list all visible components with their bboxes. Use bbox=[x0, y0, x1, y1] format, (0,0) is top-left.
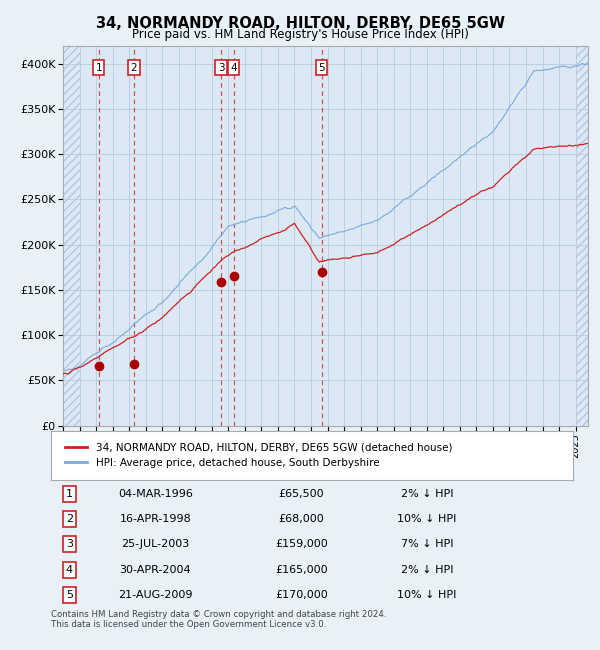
Text: 2: 2 bbox=[131, 62, 137, 73]
Text: 34, NORMANDY ROAD, HILTON, DERBY, DE65 5GW: 34, NORMANDY ROAD, HILTON, DERBY, DE65 5… bbox=[95, 16, 505, 31]
Text: 2: 2 bbox=[66, 514, 73, 524]
Bar bbox=[575, 46, 588, 426]
Text: 21-AUG-2009: 21-AUG-2009 bbox=[118, 590, 193, 600]
Text: £159,000: £159,000 bbox=[275, 540, 328, 549]
Text: 4: 4 bbox=[230, 62, 237, 73]
Text: 25-JUL-2003: 25-JUL-2003 bbox=[121, 540, 190, 549]
Text: 10% ↓ HPI: 10% ↓ HPI bbox=[397, 590, 457, 600]
Text: £165,000: £165,000 bbox=[275, 565, 328, 575]
Text: 3: 3 bbox=[66, 540, 73, 549]
Text: 10% ↓ HPI: 10% ↓ HPI bbox=[397, 514, 457, 524]
Text: 2% ↓ HPI: 2% ↓ HPI bbox=[401, 565, 453, 575]
Text: 5: 5 bbox=[66, 590, 73, 600]
Text: £68,000: £68,000 bbox=[278, 514, 325, 524]
Text: 2% ↓ HPI: 2% ↓ HPI bbox=[401, 489, 453, 499]
Text: 3: 3 bbox=[218, 62, 224, 73]
Text: 7% ↓ HPI: 7% ↓ HPI bbox=[401, 540, 453, 549]
Text: 1: 1 bbox=[66, 489, 73, 499]
Legend: 34, NORMANDY ROAD, HILTON, DERBY, DE65 5GW (detached house), HPI: Average price,: 34, NORMANDY ROAD, HILTON, DERBY, DE65 5… bbox=[61, 439, 455, 471]
Bar bbox=[63, 46, 80, 426]
Text: 16-APR-1998: 16-APR-1998 bbox=[119, 514, 191, 524]
Text: 04-MAR-1996: 04-MAR-1996 bbox=[118, 489, 193, 499]
Text: 4: 4 bbox=[66, 565, 73, 575]
Text: Price paid vs. HM Land Registry's House Price Index (HPI): Price paid vs. HM Land Registry's House … bbox=[131, 28, 469, 41]
Text: £65,500: £65,500 bbox=[279, 489, 325, 499]
Text: 1: 1 bbox=[95, 62, 102, 73]
Text: 30-APR-2004: 30-APR-2004 bbox=[119, 565, 191, 575]
Text: 5: 5 bbox=[319, 62, 325, 73]
Text: Contains HM Land Registry data © Crown copyright and database right 2024.
This d: Contains HM Land Registry data © Crown c… bbox=[51, 610, 386, 629]
Text: £170,000: £170,000 bbox=[275, 590, 328, 600]
